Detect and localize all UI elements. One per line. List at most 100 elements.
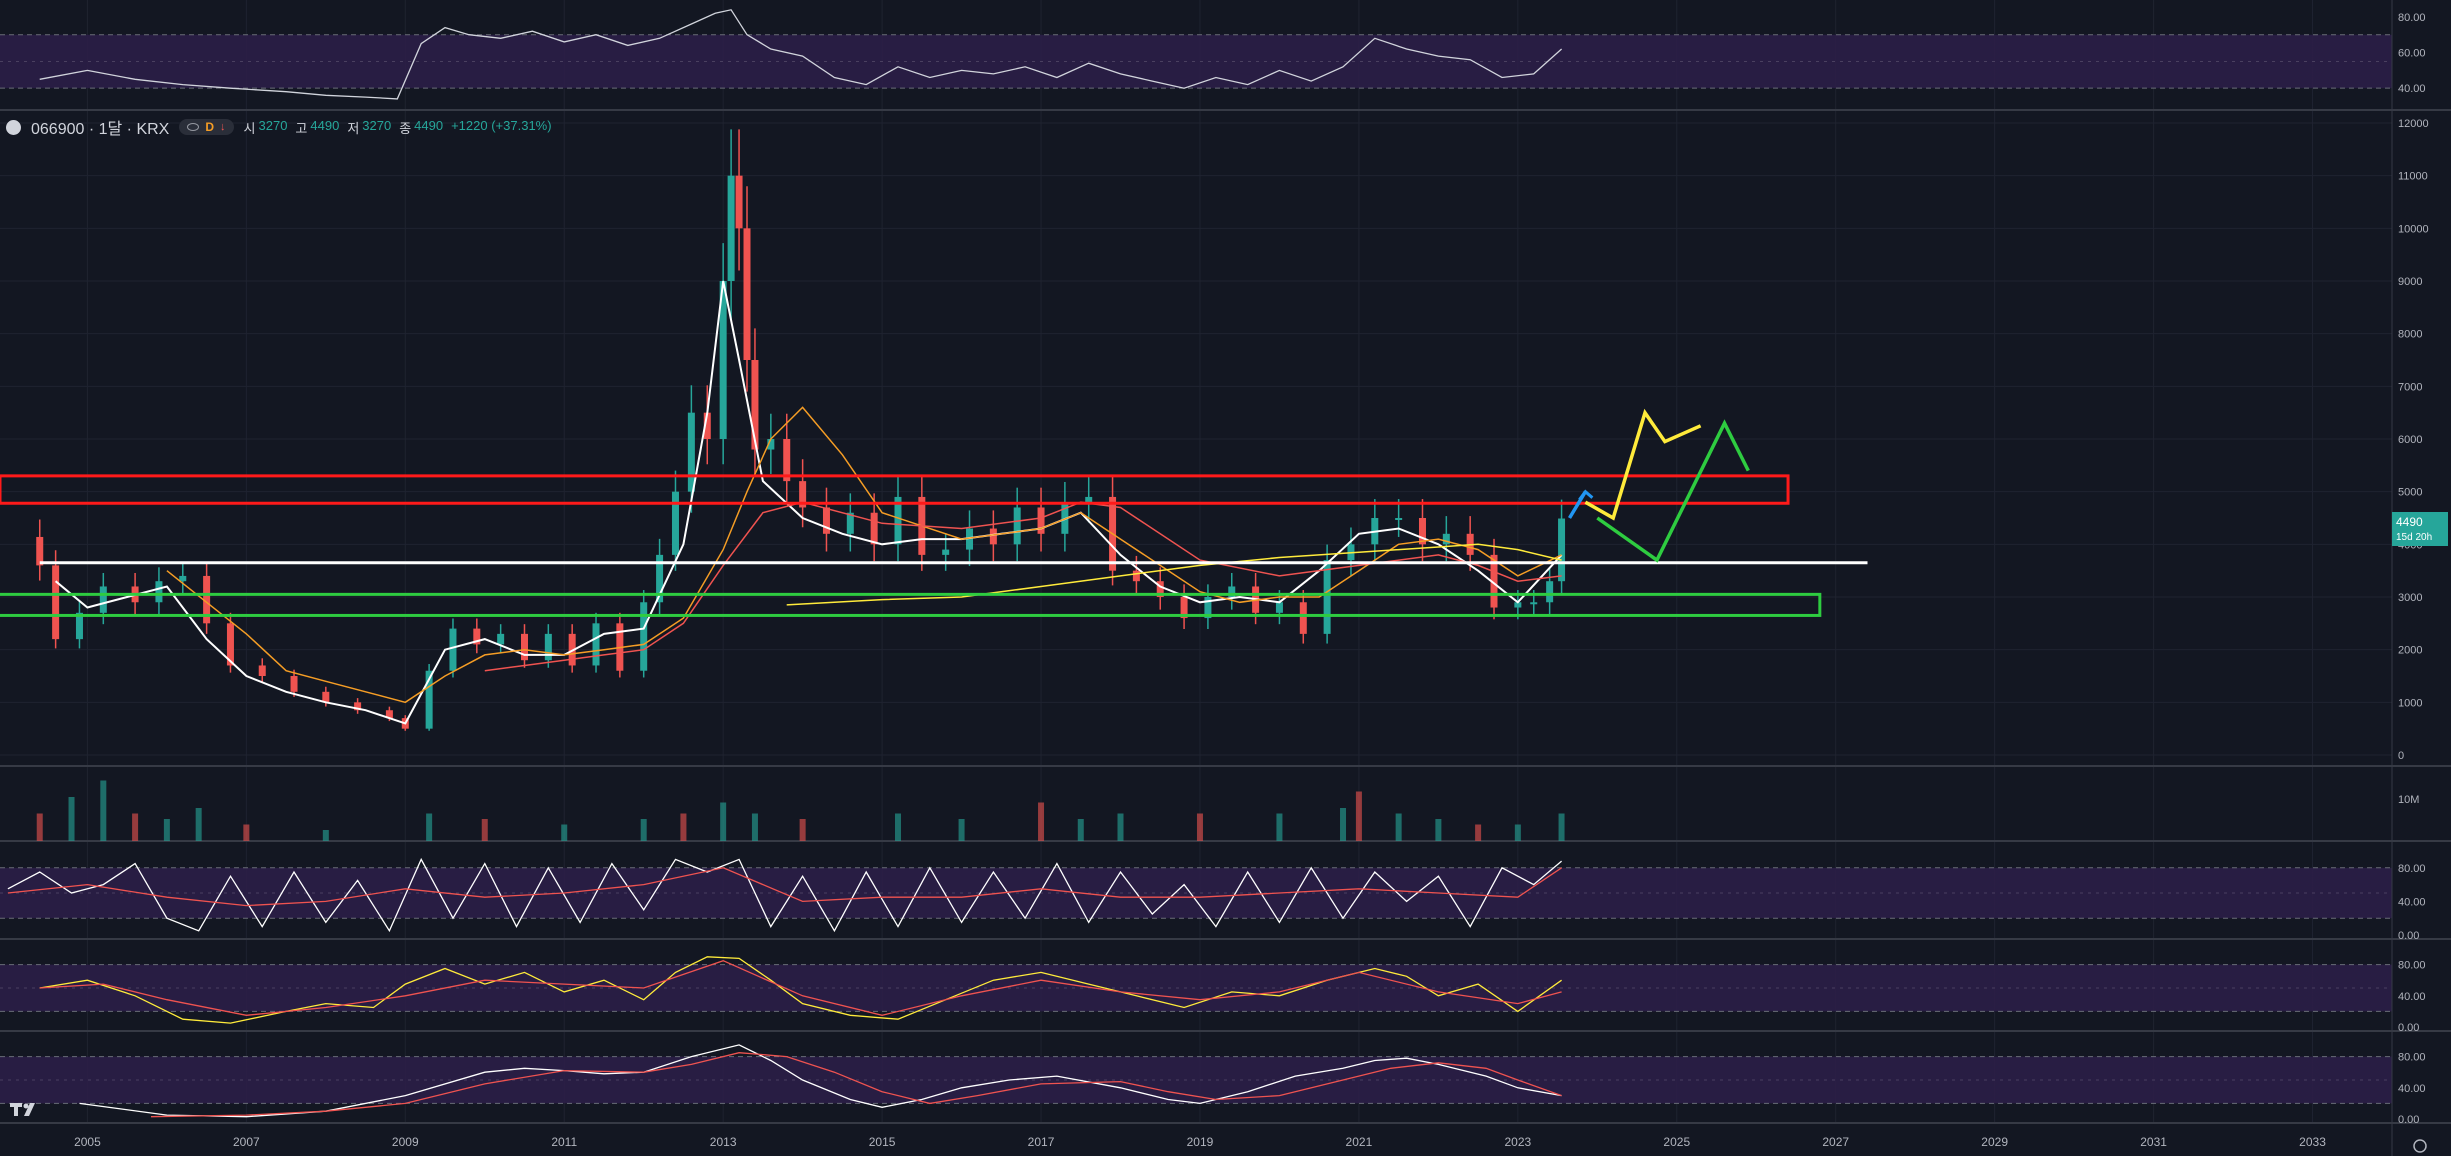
candle-body <box>322 691 330 703</box>
candle-body <box>1204 597 1212 619</box>
oscillator-3-line <box>79 1044 1562 1118</box>
candle-body <box>751 360 759 450</box>
volume-bar <box>163 819 170 841</box>
candle-body <box>1180 597 1188 619</box>
candle-body <box>1085 496 1093 503</box>
volume-axis-label: 10M <box>2398 794 2419 806</box>
time-axis-label: 2029 <box>1981 1135 2008 1149</box>
oscillator-2-axis-label: 80.00 <box>2398 960 2426 972</box>
time-axis-label: 2005 <box>74 1135 101 1149</box>
bar-countdown: 15d 20h <box>2396 532 2433 543</box>
time-axis-label: 2015 <box>869 1135 896 1149</box>
oscillator-3-axis-label: 80.00 <box>2398 1052 2426 1064</box>
price-axis-label: 6000 <box>2398 434 2422 446</box>
candle-body <box>1490 554 1498 608</box>
symbol-logo-icon <box>6 119 21 135</box>
volume-bar <box>322 830 329 841</box>
candle-body <box>258 665 266 676</box>
oscillator-3-axis-label: 0.00 <box>2398 1114 2419 1126</box>
candle-body <box>656 554 664 603</box>
candle-body <box>687 412 695 492</box>
tradingview-logo-icon[interactable] <box>10 1100 42 1120</box>
volume-bar <box>1475 824 1482 841</box>
volume-bar <box>561 824 568 841</box>
volume-bar <box>1514 824 1521 841</box>
close-label: 종 <box>399 120 412 136</box>
candle-body <box>36 536 44 566</box>
eye-icon[interactable] <box>187 123 200 131</box>
candle-body <box>846 512 854 534</box>
ma-line <box>54 280 1563 725</box>
candle-body <box>473 628 481 645</box>
last-price-value: 4490 <box>2396 515 2423 529</box>
rsi-top-axis-label: 60.00 <box>2398 48 2426 60</box>
candle-body <box>226 623 234 666</box>
volume-bar <box>1038 802 1045 841</box>
symbol-title[interactable]: 066900 · 1달 · KRX <box>31 121 170 138</box>
candle-body <box>1395 518 1403 520</box>
candle-body <box>544 633 552 661</box>
time-axis-label: 2033 <box>2299 1135 2326 1149</box>
candle-body <box>783 439 791 482</box>
candle-body <box>671 491 679 555</box>
candle-body <box>52 565 60 640</box>
price-axis-label: 7000 <box>2398 381 2422 393</box>
price-axis-label: 10000 <box>2398 223 2429 235</box>
candle-body <box>743 228 751 360</box>
volume-bar <box>68 797 75 841</box>
oscillator-1-line <box>7 867 1562 907</box>
candle-body <box>1442 533 1450 545</box>
low-value: 3270 <box>362 117 392 133</box>
time-axis-label: 2011 <box>551 1135 577 1149</box>
oscillator-1-axis-label: 80.00 <box>2398 863 2426 875</box>
candle-body <box>989 528 997 545</box>
oscillator-2-axis-label: 40.00 <box>2398 991 2426 1003</box>
candle-body <box>1132 570 1140 582</box>
volume-bar <box>1117 813 1124 841</box>
volume-bar <box>640 819 647 841</box>
volume-bar <box>36 813 43 841</box>
candle-body <box>767 439 775 450</box>
open-value: 3270 <box>258 117 288 133</box>
price-axis-label: 5000 <box>2398 487 2422 499</box>
yellow-projection-path <box>1584 408 1702 521</box>
price-axis-label: 12000 <box>2398 118 2429 130</box>
volume-bar <box>132 813 139 841</box>
time-axis-label: 2019 <box>1187 1135 1214 1149</box>
oscillator-1-line <box>7 857 1563 933</box>
candle-body <box>822 507 830 534</box>
candle-body <box>75 612 83 640</box>
volume-bar <box>1196 813 1203 841</box>
candle-body <box>1418 518 1426 545</box>
interval-badge: D <box>205 120 215 134</box>
time-axis-label: 2013 <box>710 1135 737 1149</box>
candle-body <box>1558 518 1566 582</box>
candle-body <box>425 670 433 729</box>
candle-body <box>1228 586 1236 597</box>
price-axis-label: 0 <box>2398 750 2404 762</box>
volume-bar <box>243 824 250 841</box>
candle-body <box>1156 581 1164 597</box>
price-axis-label: 11000 <box>2398 171 2428 183</box>
candle-body <box>1275 602 1283 613</box>
volume-bar <box>1340 808 1347 841</box>
ohlc-values: 시 3270 고 4490 저 3270 종 4490 +1220 (+37.31%) <box>244 118 552 137</box>
oscillator-1-axis-label: 40.00 <box>2398 896 2426 908</box>
legend-status-pill[interactable]: D ↓ <box>179 119 234 135</box>
candle-body <box>592 623 600 666</box>
candle-body <box>942 549 950 555</box>
time-axis-label: 2007 <box>233 1135 260 1149</box>
gear-icon[interactable] <box>2413 1139 2427 1153</box>
volume-bar <box>720 802 727 841</box>
price-axis-label: 1000 <box>2398 697 2422 709</box>
candle-body <box>99 586 107 613</box>
candle-body <box>520 633 528 661</box>
price-axis-label: 9000 <box>2398 276 2422 288</box>
high-value: 4490 <box>310 117 340 133</box>
time-axis-label: 2017 <box>1028 1135 1055 1149</box>
candle-body <box>290 676 298 692</box>
volume-bar <box>894 813 901 841</box>
change-value: +1220 (+37.31%) <box>451 117 552 133</box>
